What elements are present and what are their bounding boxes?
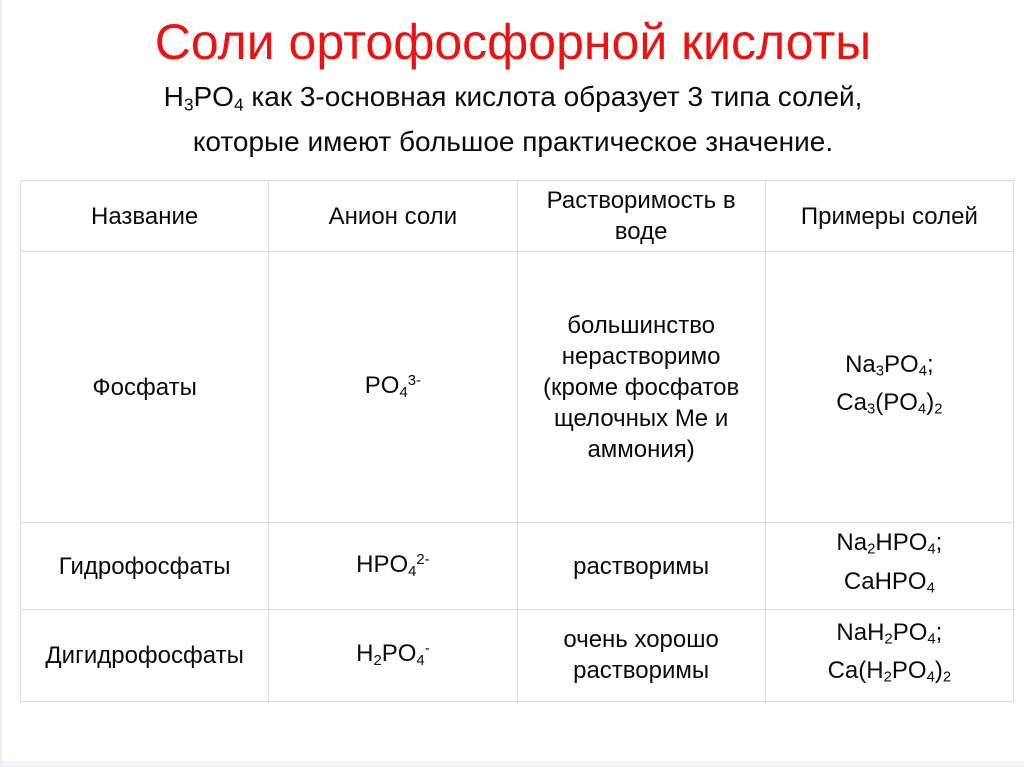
cell-solubility: большинство нерастворимо (кроме фосфатов…	[516, 251, 766, 524]
cell-name: Фосфаты	[19, 251, 270, 524]
table-row-hydrophosphates: Гидрофосфаты HPO42- растворимы Na2HPO4; C…	[19, 522, 1015, 610]
salts-table: Название Анион соли Растворимость в воде…	[19, 180, 1015, 702]
column-header-name: Название	[19, 180, 270, 253]
cell-solubility: очень хорошо растворимы	[516, 608, 766, 702]
cell-examples: NaH2PO4; Ca(H2PO4)2	[764, 608, 1015, 702]
page-title: Соли ортофосфорной кислоты	[154, 14, 872, 70]
cell-solubility: растворимы	[516, 522, 766, 610]
column-header-solubility: Растворимость в воде	[516, 180, 766, 253]
cell-examples: Na2HPO4; CaHPO4	[764, 522, 1015, 610]
table-header-row: Название Анион соли Растворимость в воде…	[19, 180, 1015, 253]
cell-name: Гидрофосфаты	[19, 522, 270, 610]
table-row-phosphates: Фосфаты PO43- большинство нерастворимо (…	[19, 251, 1015, 524]
cell-examples: Na3PO4; Ca3(PO4)2	[764, 251, 1015, 524]
subtitle-text: H3PO4 как 3-основная кислота образует 3 …	[163, 81, 863, 158]
slide-bottom-edge	[2, 761, 1024, 767]
cell-anion: PO43-	[268, 251, 518, 524]
cell-name: Дигидрофосфаты	[19, 608, 270, 702]
cell-anion: H2PO4-	[268, 608, 518, 702]
column-header-anion: Анион соли	[268, 180, 518, 253]
column-header-examples: Примеры солей	[764, 180, 1015, 253]
cell-anion: HPO42-	[268, 522, 518, 610]
table-row-dihydrophosphates: Дигидрофосфаты H2PO4- очень хорошо раств…	[19, 608, 1015, 702]
